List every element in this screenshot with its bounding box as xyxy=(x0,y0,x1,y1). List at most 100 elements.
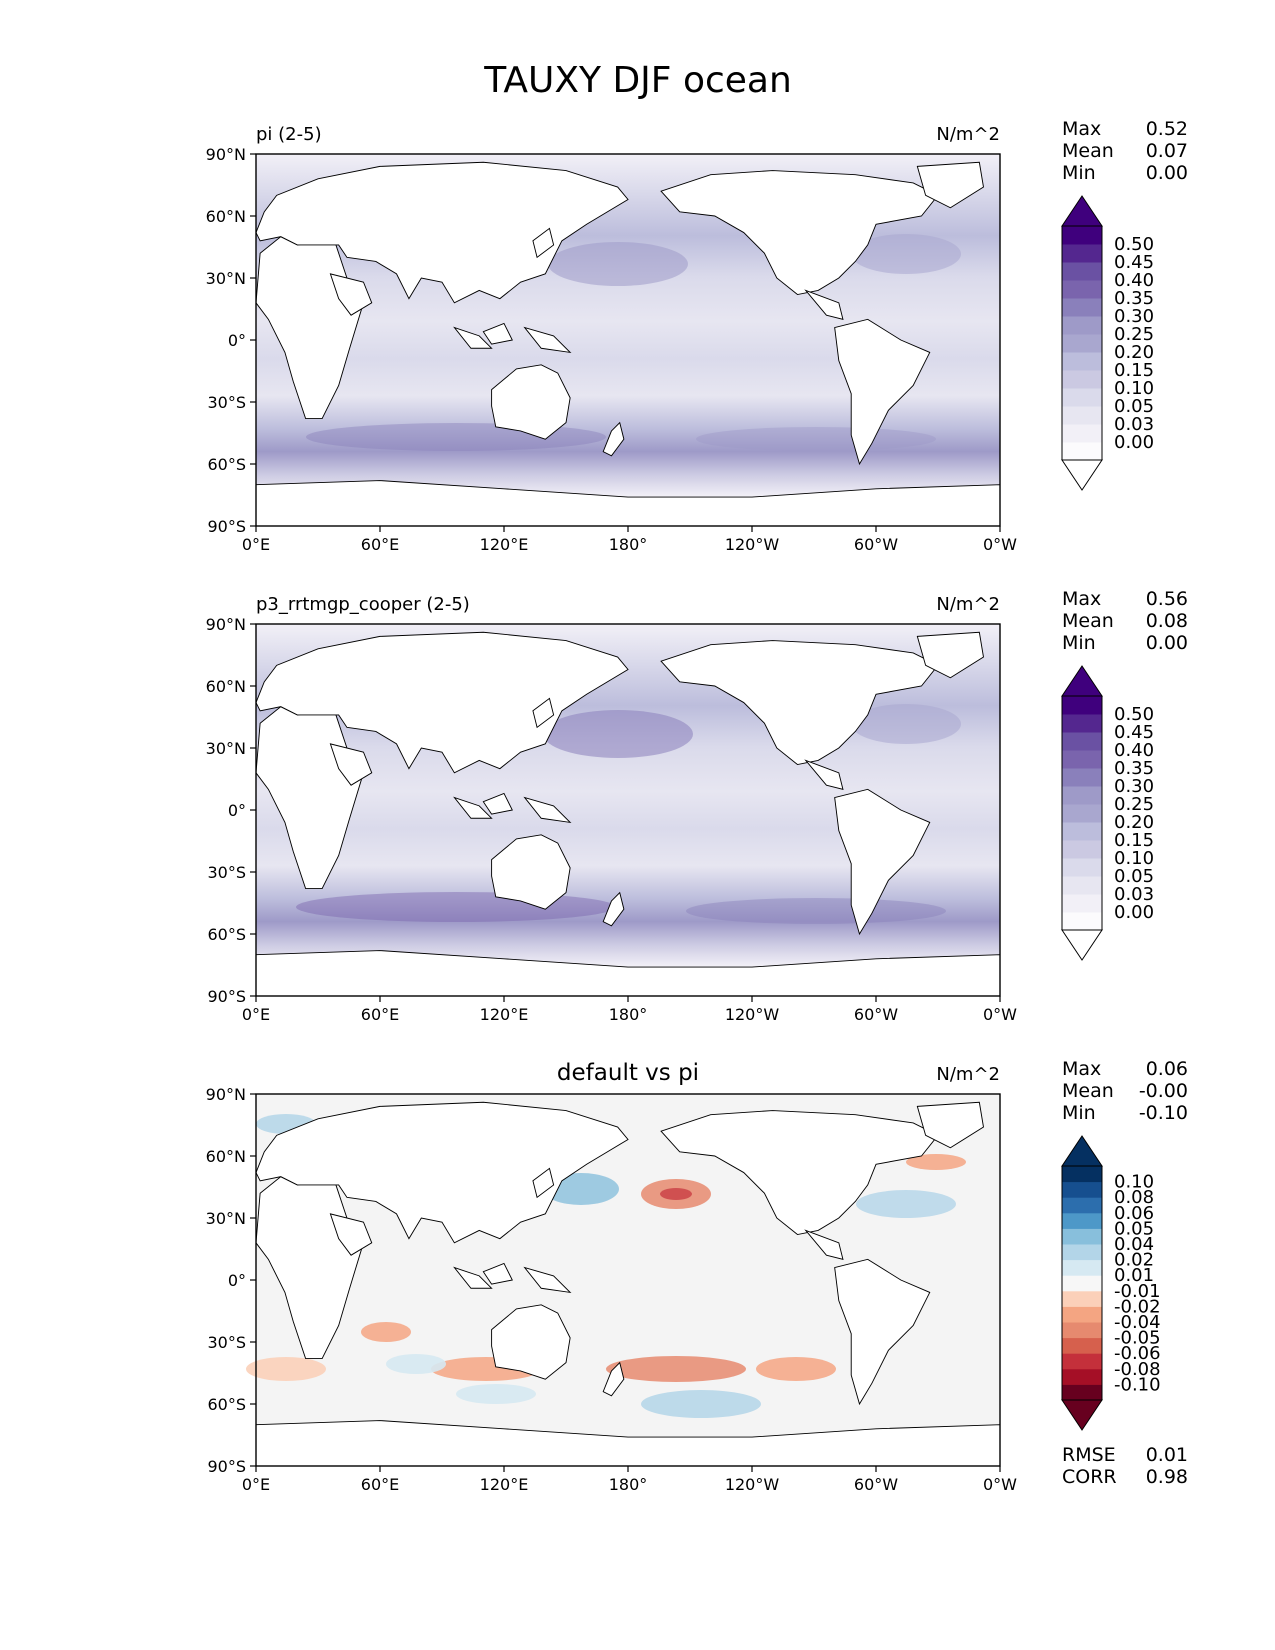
colorbar-tick-label: 0.06 xyxy=(1114,1203,1154,1224)
colorbar-tick-label: -0.10 xyxy=(1114,1374,1161,1395)
colorbar-segment xyxy=(1062,226,1102,245)
stat-max-label: Max xyxy=(1062,588,1101,610)
colorbar-segment xyxy=(1062,1244,1102,1261)
colorbar-tick-label: 0.00 xyxy=(1114,432,1154,453)
lat-axis: 90°N 60°N 30°N 0° 30°S 60°S 90°S xyxy=(206,145,256,536)
lon-tick-label: 0°E xyxy=(242,1475,270,1494)
stat-corr-value: 0.98 xyxy=(1146,1466,1188,1488)
colorbar-tick-label: 0.25 xyxy=(1114,324,1154,345)
colorbar-segment xyxy=(1062,424,1102,443)
anomaly-positive xyxy=(606,1356,746,1382)
lat-tick-label: 90°S xyxy=(207,987,246,1006)
colorbar-tick-label: -0.04 xyxy=(1114,1312,1161,1333)
panel-1: pi (2-5) N/m^2 90°N60°N30°N0°30°S60°S90°… xyxy=(206,118,1188,554)
stat-rmse-value: 0.01 xyxy=(1146,1444,1188,1466)
colorbar-tick-label: 0.30 xyxy=(1114,306,1154,327)
figure-title: TAUXY DJF ocean xyxy=(483,60,792,101)
lon-tick-label: 0°E xyxy=(242,535,270,554)
map-area xyxy=(254,623,1002,998)
colorbar-tick-label: 0.20 xyxy=(1114,342,1154,363)
stat-max-value: 0.56 xyxy=(1146,588,1188,610)
lat-tick-label: 60°N xyxy=(206,207,246,226)
colorbar-tick-label: 0.45 xyxy=(1114,252,1154,273)
colorbar-segment xyxy=(1062,316,1102,335)
lat-tick-label: 90°N xyxy=(206,1085,246,1104)
colorbar-extend-min xyxy=(1061,929,1103,961)
map-area xyxy=(246,1093,1002,1468)
colorbar-tick-label: 0.03 xyxy=(1114,884,1154,905)
colorbar-tick-label: 0.04 xyxy=(1114,1234,1154,1255)
lat-tick-label: 90°N xyxy=(206,615,246,634)
stat-mean-value: -0.00 xyxy=(1139,1080,1188,1102)
colorbar-tick-label: 0.15 xyxy=(1114,360,1154,381)
colorbar-tick-label: 0.05 xyxy=(1114,1218,1154,1239)
lat-tick-label: 30°S xyxy=(207,393,246,412)
colorbar-segment xyxy=(1062,442,1102,461)
colorbar-segment xyxy=(1062,1290,1102,1307)
colorbar-segment xyxy=(1062,262,1102,281)
lon-tick-label: 180° xyxy=(609,1475,648,1494)
colorbar-tick-label: -0.05 xyxy=(1114,1328,1161,1349)
lon-tick-label: 0°W xyxy=(983,1475,1017,1494)
lat-tick-label: 30°S xyxy=(207,1333,246,1352)
colorbar-segment xyxy=(1062,1197,1102,1214)
colorbar-tick-label: 0.40 xyxy=(1114,740,1154,761)
anomaly-positive xyxy=(361,1322,411,1342)
colorbar-segment xyxy=(1062,1212,1102,1229)
colorbar-tick-label: 0.50 xyxy=(1114,234,1154,255)
colorbar-segment xyxy=(1062,876,1102,895)
colorbar-tick-label: 0.08 xyxy=(1114,1187,1154,1208)
lon-tick-label: 120°E xyxy=(480,1005,529,1024)
anomaly-positive xyxy=(756,1357,836,1381)
colorbar-segment xyxy=(1062,244,1102,263)
stat-min-label: Min xyxy=(1062,632,1096,654)
panel-left-title: p3_rrtmgp_cooper (2-5) xyxy=(256,594,470,615)
stat-mean-value: 0.07 xyxy=(1146,140,1188,162)
colorbar-segment xyxy=(1062,768,1102,787)
stat-corr-label: CORR xyxy=(1062,1466,1117,1488)
colorbar-extend-min xyxy=(1061,1399,1103,1431)
stat-min-label: Min xyxy=(1062,162,1096,184)
wind-stress-patch xyxy=(851,234,961,274)
colorbar: 0.000.030.050.100.150.200.250.300.350.40… xyxy=(1061,665,1154,961)
panel-units: N/m^2 xyxy=(936,1064,1000,1085)
colorbar-segment xyxy=(1062,840,1102,859)
lon-tick-label: 0°E xyxy=(242,1005,270,1024)
lon-axis: 0°E 60°E 120°E 180° 120°W 60°W 0°W xyxy=(242,996,1017,1024)
colorbar-segment xyxy=(1062,1322,1102,1339)
colorbar-segment xyxy=(1062,732,1102,751)
panel-3: default vs pi N/m^2 90°N60°N30°N0°30°S6 xyxy=(206,1058,1188,1494)
stat-max-label: Max xyxy=(1062,1058,1101,1080)
lon-tick-label: 0°W xyxy=(983,1005,1017,1024)
colorbar-segment xyxy=(1062,912,1102,931)
colorbar-segment xyxy=(1062,334,1102,353)
colorbar-segment xyxy=(1062,786,1102,805)
colorbar-tick-label: 0.35 xyxy=(1114,288,1154,309)
anomaly-negative xyxy=(456,1384,536,1404)
colorbar-tick-label: -0.06 xyxy=(1114,1343,1161,1364)
colorbar-segment xyxy=(1062,1384,1102,1401)
colorbar-tick-label: 0.01 xyxy=(1114,1265,1154,1286)
colorbar-segment xyxy=(1062,750,1102,769)
colorbar-tick-label: 0.10 xyxy=(1114,378,1154,399)
lon-tick-label: 60°W xyxy=(854,1005,898,1024)
colorbar: -0.10-0.08-0.06-0.05-0.04-0.02-0.010.010… xyxy=(1061,1135,1161,1431)
colorbar-segment xyxy=(1062,370,1102,389)
wind-stress-patch xyxy=(696,427,936,451)
colorbar-tick-label: 0.10 xyxy=(1114,1172,1154,1193)
colorbar-segment xyxy=(1062,1337,1102,1354)
colorbar-tick-label: 0.10 xyxy=(1114,848,1154,869)
colorbar-tick-label: 0.15 xyxy=(1114,830,1154,851)
lat-axis: 90°N 60°N 30°N 0° 30°S 60°S 90°S xyxy=(206,1085,256,1476)
lon-tick-label: 60°E xyxy=(361,1005,399,1024)
lon-axis: 0°E 60°E 120°E 180° 120°W 60°W 0°W xyxy=(242,526,1017,554)
panel-units: N/m^2 xyxy=(936,594,1000,615)
lon-tick-label: 120°W xyxy=(725,1475,780,1494)
lat-tick-label: 60°N xyxy=(206,1147,246,1166)
colorbar-tick-label: 0.40 xyxy=(1114,270,1154,291)
lon-tick-label: 120°W xyxy=(725,535,780,554)
lat-tick-label: 0° xyxy=(228,331,246,350)
lat-tick-label: 30°N xyxy=(206,739,246,758)
colorbar-tick-label: 0.25 xyxy=(1114,794,1154,815)
colorbar-tick-label: 0.30 xyxy=(1114,776,1154,797)
